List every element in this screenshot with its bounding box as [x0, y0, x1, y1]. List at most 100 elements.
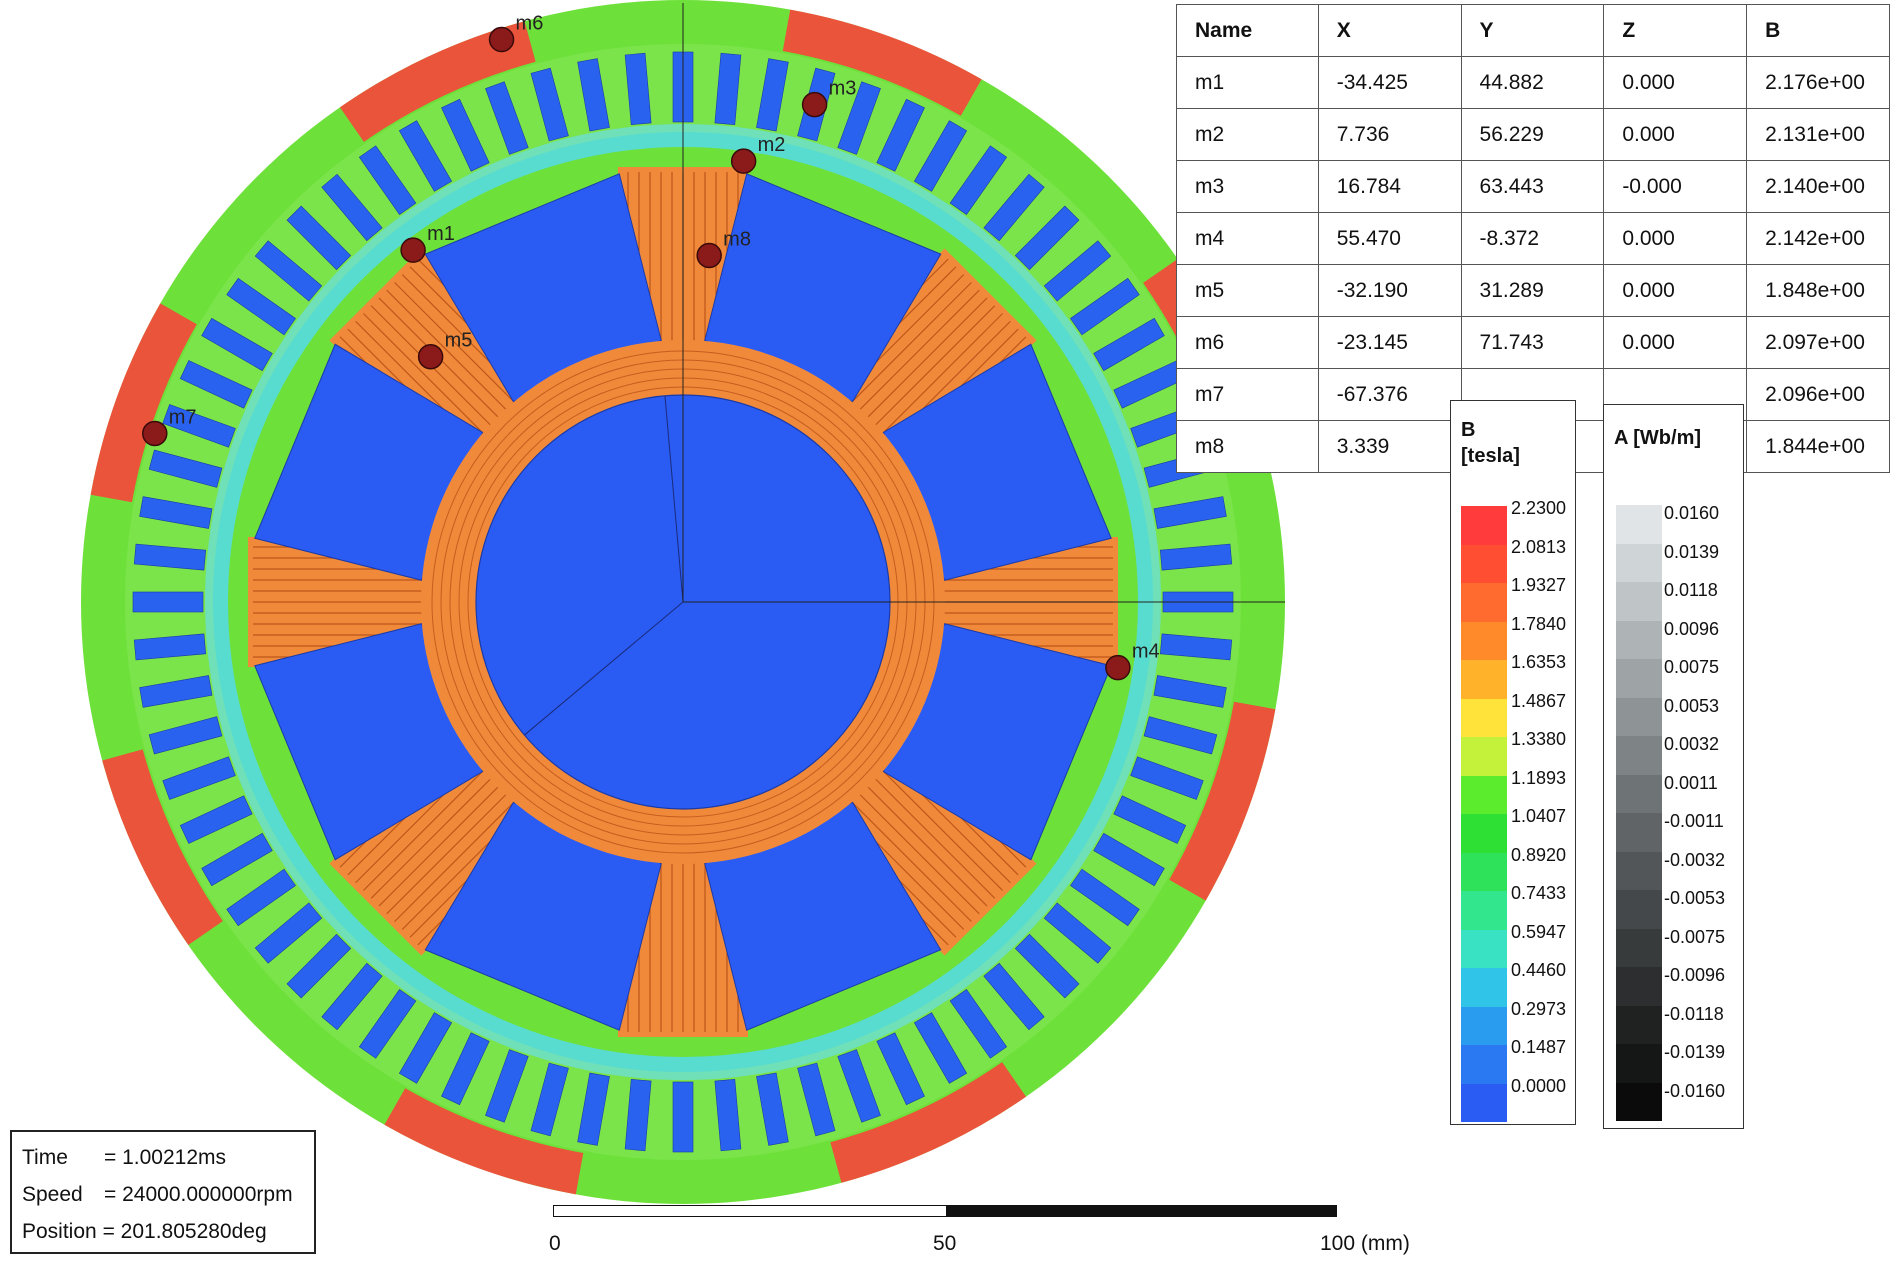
legend-swatch [1616, 851, 1662, 890]
col-z-header[interactable]: Z [1603, 4, 1748, 57]
stator-slot [358, 989, 417, 1059]
stator-slot [624, 1078, 652, 1152]
cell: 71.743 [1460, 316, 1605, 369]
stator-slot [1043, 240, 1112, 302]
table-row[interactable]: m4 55.470 -8.372 0.000 2.142e+00 [1176, 212, 1890, 265]
marker-label: m1 [427, 223, 455, 245]
cell: m7 [1176, 368, 1319, 421]
stator-slot [133, 543, 207, 571]
stator-slot [321, 962, 383, 1031]
stator-hotspot [830, 1062, 1027, 1183]
rotor-pocket [254, 623, 484, 861]
stator-slot [148, 449, 223, 488]
cell: 0.000 [1603, 108, 1748, 161]
rotor-pocket [704, 801, 942, 1031]
time-info-box: Time = 1.00212ms Speed = 24000.000000rpm P… [10, 1130, 316, 1254]
speed-row: Speed = 24000.000000rpm [22, 1183, 293, 1207]
shaft-divider [524, 601, 684, 736]
stator-slot [441, 98, 490, 172]
cell: m3 [1176, 160, 1319, 213]
marker-point [417, 343, 444, 370]
cell: 16.784 [1317, 160, 1462, 213]
stator-slot [1070, 277, 1140, 336]
legend-swatch [1616, 543, 1662, 582]
cell: 2.140e+00 [1746, 160, 1890, 213]
legend-swatch [1616, 697, 1662, 736]
cell: 2.096e+00 [1746, 368, 1890, 421]
legend-swatch [1461, 698, 1507, 737]
legend-swatch [1616, 620, 1662, 659]
cell: -67.376 [1317, 368, 1462, 421]
b-field-legend[interactable]: B [tesla] 2.2300 2.0813 1.9327 1.7840 1.6353… [1450, 400, 1576, 1125]
legend-level-label: 0.2973 [1511, 998, 1567, 1019]
legend-b-title-unit: [tesla] [1461, 445, 1520, 467]
rotor-pocket [704, 173, 942, 403]
legend-level-label: -0.0139 [1664, 1042, 1726, 1062]
legend-level-label: 0.8920 [1511, 844, 1567, 865]
stator-slot [1143, 716, 1218, 755]
col-y-header[interactable]: Y [1460, 4, 1605, 57]
cell: 2.176e+00 [1746, 56, 1890, 109]
stator-hotspot [90, 303, 197, 503]
stator-slot [530, 1062, 569, 1137]
legend-swatch [1461, 544, 1507, 583]
stator-slot [756, 1072, 789, 1146]
position-value: = 201.805280deg [102, 1220, 267, 1243]
stator-slot [983, 173, 1045, 242]
table-row[interactable]: m3 16.784 63.443 -0.000 2.140e+00 [1176, 160, 1890, 213]
legend-swatch [1461, 1006, 1507, 1045]
cell: m5 [1176, 264, 1319, 317]
table-row[interactable]: m5 -32.190 31.289 0.000 1.848e+00 [1176, 264, 1890, 317]
col-x-header[interactable]: X [1317, 4, 1462, 57]
legend-swatch [1461, 891, 1507, 930]
stator-slot [485, 1049, 529, 1123]
stator-slot [226, 868, 296, 927]
time-value: = 1.00212ms [104, 1146, 227, 1169]
table-row[interactable]: m1 -34.425 44.882 0.000 2.176e+00 [1176, 56, 1890, 109]
shaft-divider [664, 395, 684, 603]
cell: 7.736 [1317, 108, 1462, 161]
cell: 44.882 [1460, 56, 1605, 109]
time-label: Time [22, 1146, 68, 1169]
legend-swatch [1616, 582, 1662, 621]
table-row[interactable]: m2 7.736 56.229 0.000 2.131e+00 [1176, 108, 1890, 161]
legend-level-label: 1.7840 [1511, 613, 1567, 634]
stator-slot [286, 933, 352, 999]
stator-slot [1153, 675, 1227, 708]
stator-slot [714, 1078, 742, 1152]
scale-tick-100: 100 (mm) [1320, 1232, 1410, 1255]
stator-slot [321, 173, 383, 242]
scale-bar [553, 1205, 1337, 1217]
rotor-core [228, 3, 1285, 1057]
stator-slot [179, 360, 253, 409]
marker-point [730, 148, 757, 174]
marker-label: m8 [723, 228, 751, 250]
legend-swatch [1616, 659, 1662, 698]
stator-hotspot [102, 749, 223, 946]
stator-slot [837, 1049, 881, 1123]
legend-swatch [1461, 737, 1507, 776]
marker-label: m3 [829, 78, 857, 100]
stator-slot [133, 633, 207, 661]
legend-level-label: 0.0139 [1664, 541, 1720, 562]
scale-tick-50: 50 [933, 1232, 957, 1255]
stator-slot [577, 1072, 610, 1146]
stator-slot [1093, 832, 1165, 887]
legend-swatch [1616, 774, 1662, 813]
marker-label: m2 [758, 134, 786, 156]
rotor-pocket [424, 801, 662, 1031]
cell: -0.000 [1603, 160, 1748, 213]
legend-swatch [1461, 660, 1507, 699]
col-name-header[interactable]: Name [1176, 4, 1319, 57]
legend-swatch [1461, 852, 1507, 891]
stator-slot [132, 591, 204, 613]
legend-a-title: A [Wb/m] [1614, 427, 1702, 449]
stator-slot [983, 962, 1045, 1031]
cell: 0.000 [1603, 316, 1748, 369]
col-b-header[interactable]: B [1746, 4, 1890, 57]
table-row[interactable]: m6 -23.145 71.743 0.000 2.097e+00 [1176, 316, 1890, 369]
a-potential-legend[interactable]: A [Wb/m] 0.0160 0.0139 0.0118 0.0096 0.0075 0… [1603, 404, 1744, 1129]
legend-swatch [1461, 583, 1507, 622]
marker-point [488, 26, 515, 53]
marker-label: m6 [516, 13, 544, 35]
